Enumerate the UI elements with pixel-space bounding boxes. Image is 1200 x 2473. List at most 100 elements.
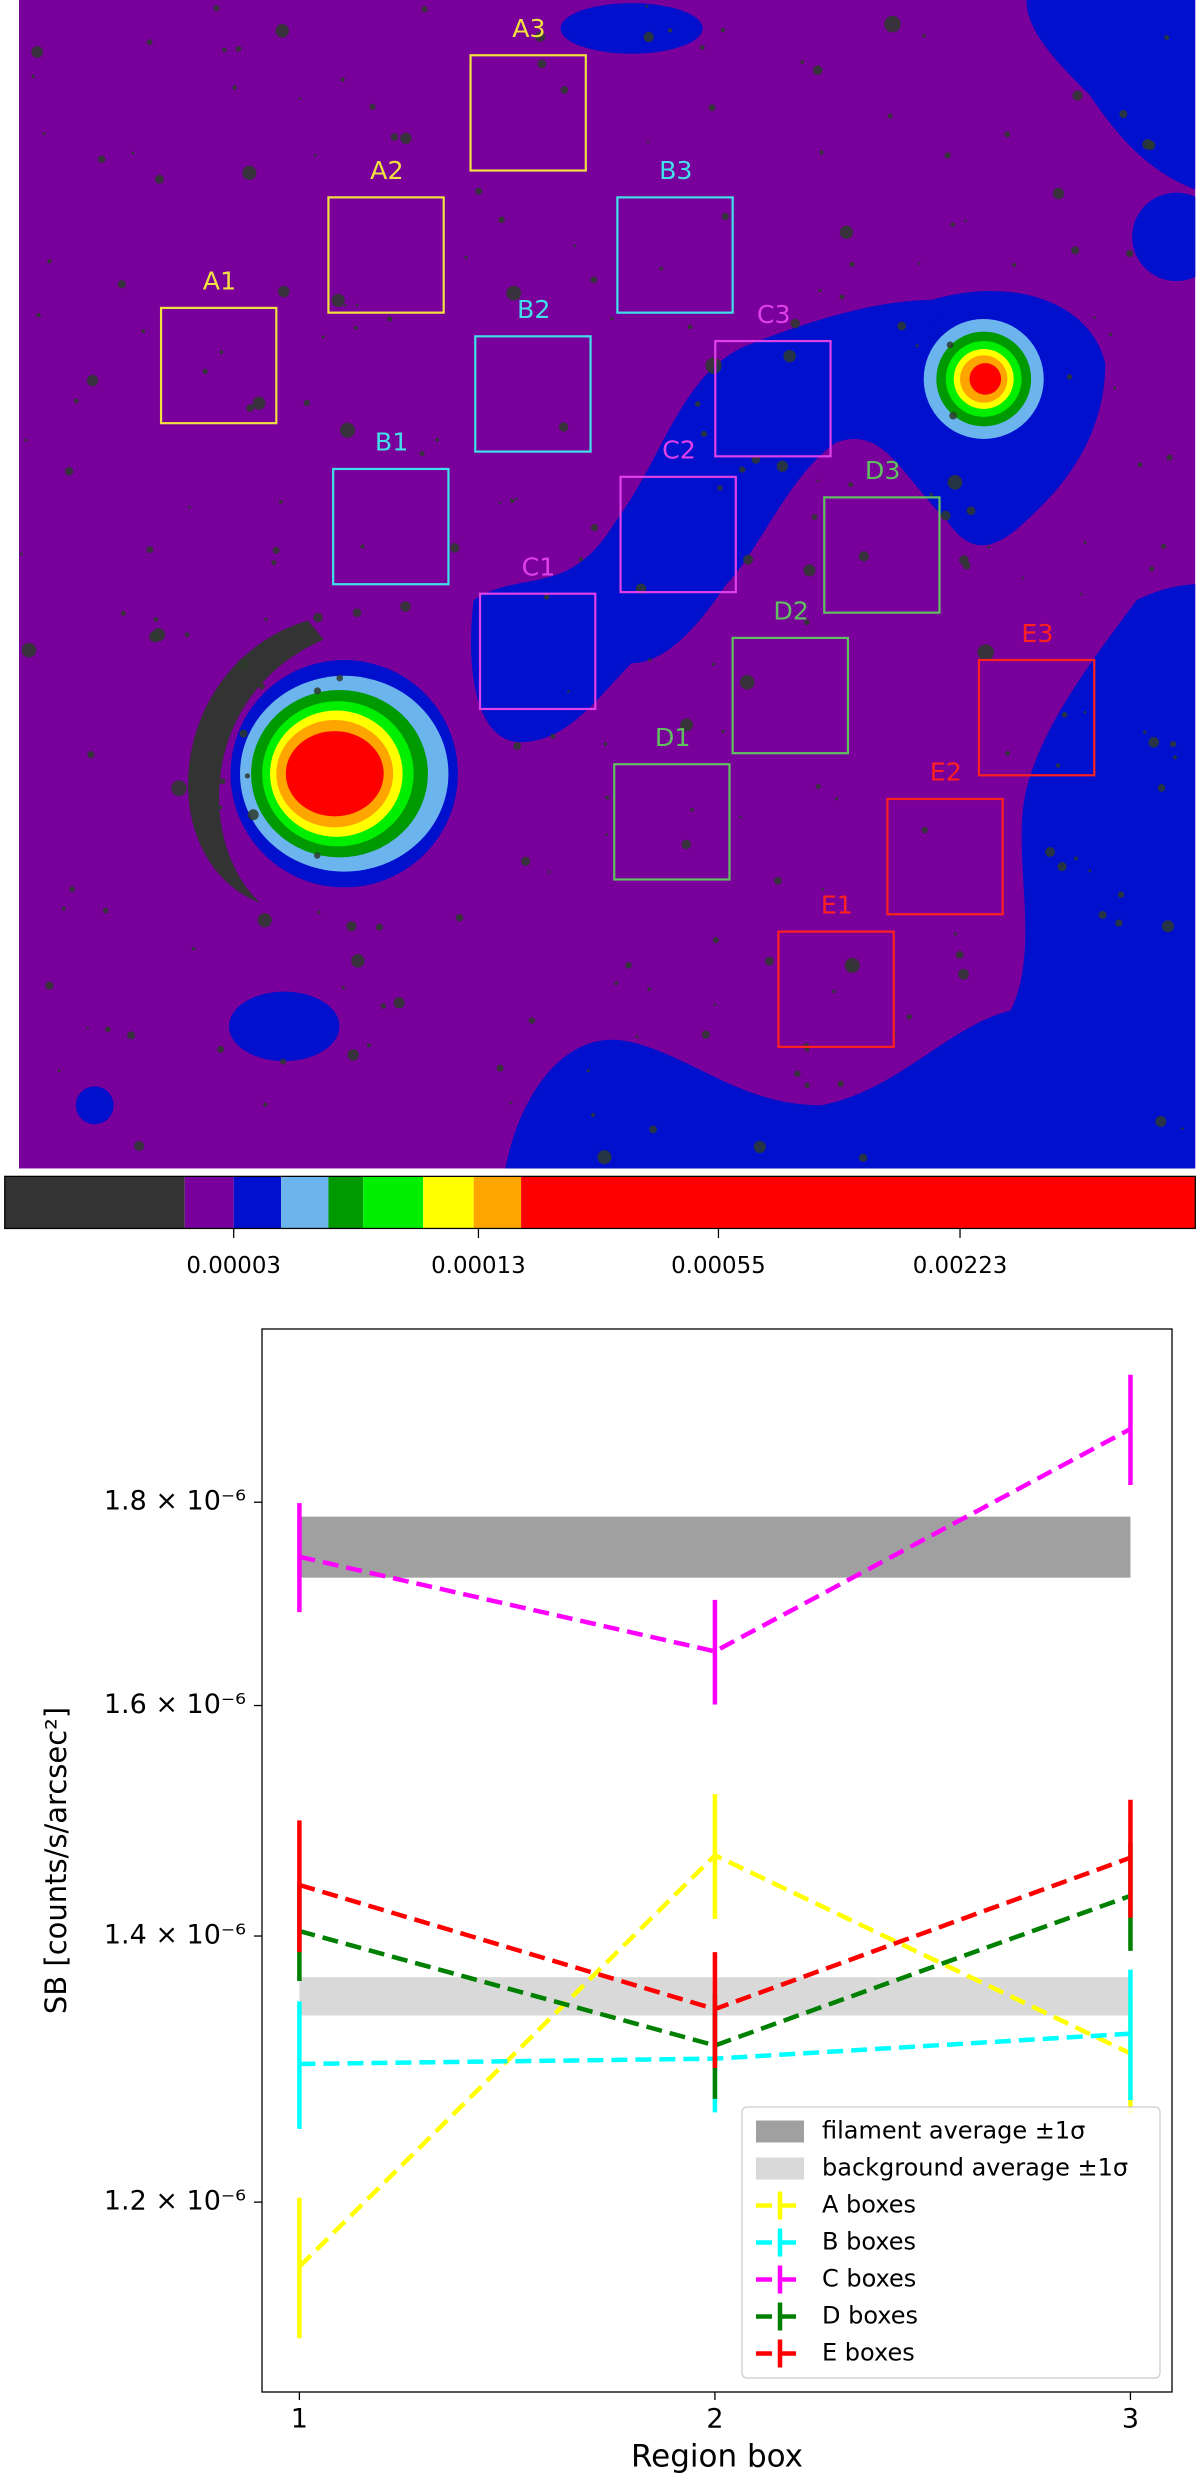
- point-source: [815, 784, 821, 789]
- point-source: [235, 46, 242, 52]
- point-source: [1057, 861, 1067, 872]
- point-source: [87, 751, 95, 759]
- region-label: E3: [1021, 619, 1053, 648]
- point-source: [213, 5, 220, 12]
- point-source: [558, 422, 569, 432]
- point-source: [1004, 131, 1011, 138]
- point-source: [687, 324, 693, 330]
- point-source: [31, 74, 35, 79]
- point-source: [346, 921, 357, 932]
- point-source: [711, 662, 716, 666]
- point-source: [1061, 712, 1068, 718]
- point-source: [221, 47, 227, 53]
- point-source: [1119, 109, 1128, 119]
- point-source: [313, 852, 321, 859]
- point-source: [680, 718, 694, 732]
- point-source: [435, 437, 440, 442]
- point-source: [400, 601, 411, 612]
- y-tick-label: 1.4 × 10⁻⁶: [104, 1920, 246, 1951]
- point-source: [102, 907, 109, 914]
- point-source: [239, 729, 248, 738]
- plot-frame: [261, 1328, 1173, 2393]
- point-source: [887, 113, 893, 119]
- point-source: [339, 422, 356, 438]
- point-source: [244, 773, 251, 779]
- legend-label: D boxes: [822, 2302, 918, 2330]
- point-source: [236, 658, 249, 671]
- point-source: [537, 59, 547, 69]
- point-source: [776, 460, 788, 472]
- point-source: [944, 152, 951, 159]
- point-source: [550, 733, 556, 739]
- point-source: [964, 219, 968, 223]
- point-source: [764, 956, 774, 966]
- point-source: [1137, 462, 1143, 468]
- point-source: [271, 559, 277, 566]
- point-source: [1148, 736, 1160, 748]
- point-source: [513, 742, 522, 751]
- point-source: [605, 795, 610, 800]
- point-source: [242, 165, 257, 180]
- point-source: [86, 1026, 90, 1029]
- point-source: [921, 826, 928, 834]
- point-source: [509, 498, 515, 504]
- point-source: [950, 222, 956, 227]
- point-source: [614, 981, 619, 986]
- point-source: [298, 97, 302, 100]
- point-source: [543, 594, 550, 600]
- point-source: [232, 85, 238, 91]
- point-source: [258, 683, 265, 690]
- point-source: [1166, 454, 1173, 461]
- point-source: [1021, 576, 1025, 580]
- point-source: [690, 807, 695, 812]
- point-source: [1169, 741, 1177, 748]
- point-source: [343, 303, 347, 307]
- region-box: [777, 930, 895, 1048]
- point-source: [146, 546, 154, 554]
- x-axis-label: Region box: [631, 2439, 803, 2473]
- x-tick-label: 2: [706, 2404, 723, 2435]
- y-tick-label: 1.8 × 10⁻⁶: [104, 1486, 246, 1517]
- point-source: [922, 33, 926, 38]
- colorbar-ticks: 0.00003 0.00013 0.00055 0.00223: [186, 1228, 1007, 1279]
- region-box: [159, 306, 278, 425]
- region-label: B3: [659, 156, 692, 185]
- lower-region: [505, 584, 1196, 1169]
- point-source: [917, 262, 921, 265]
- region-box: [714, 339, 832, 458]
- point-source: [804, 1047, 810, 1052]
- point-source: [713, 1003, 717, 1006]
- point-source: [977, 644, 994, 661]
- point-source: [464, 255, 468, 260]
- legend-label: B boxes: [822, 2228, 916, 2256]
- point-source: [803, 619, 810, 626]
- point-source: [336, 674, 344, 682]
- region-box: [886, 797, 1004, 916]
- point-source: [681, 839, 691, 850]
- point-source: [1161, 920, 1174, 933]
- legend: filament average ±1σ background average ±…: [741, 2106, 1161, 2379]
- point-source: [839, 294, 845, 300]
- point-source: [784, 306, 787, 309]
- point-source: [246, 404, 254, 412]
- point-source: [275, 24, 290, 38]
- point-source: [625, 961, 632, 969]
- point-source: [184, 632, 190, 638]
- blob: [1132, 192, 1196, 282]
- line-chart: 1.2 × 10⁻⁶ 1.4 × 10⁻⁶ 1.6 × 10⁻⁶ 1.8 × 10⁻⁶…: [39, 1328, 1173, 2473]
- point-source: [1093, 316, 1096, 319]
- point-source: [790, 318, 800, 329]
- point-source: [743, 554, 754, 565]
- point-source: [1088, 869, 1092, 873]
- region-box: [469, 54, 587, 172]
- point-source: [1149, 566, 1155, 572]
- point-source: [818, 288, 822, 293]
- legend-label: C boxes: [822, 2265, 916, 2293]
- point-source: [597, 1150, 612, 1165]
- point-source: [832, 989, 836, 994]
- point-source: [949, 411, 957, 420]
- point-source: [506, 285, 522, 301]
- y-axis-label: SB [counts/s/arcsec²]: [39, 1707, 73, 2014]
- point-source: [24, 438, 28, 442]
